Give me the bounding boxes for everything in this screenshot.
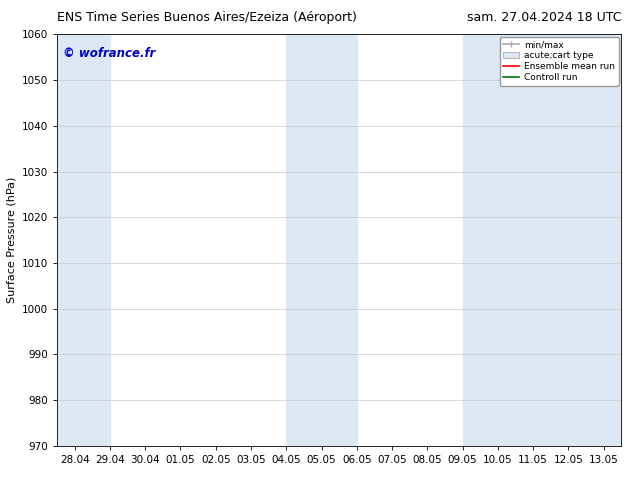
Y-axis label: Surface Pressure (hPa): Surface Pressure (hPa)	[6, 177, 16, 303]
Text: © wofrance.fr: © wofrance.fr	[63, 47, 155, 60]
Bar	[287, 34, 357, 446]
Title: ENS Time Series Buenos Aires/Ezeiza (Aéroport)          sam. 27.04.2024 18 UTC: ENS Time Series Buenos Aires/Ezeiza (Aér…	[0, 489, 1, 490]
Legend: min/max, acute;cart type, Ensemble mean run, Controll run: min/max, acute;cart type, Ensemble mean …	[500, 37, 619, 86]
Bar	[57, 34, 110, 446]
Bar	[463, 34, 621, 446]
Text: sam. 27.04.2024 18 UTC: sam. 27.04.2024 18 UTC	[467, 11, 621, 24]
Text: ENS Time Series Buenos Aires/Ezeiza (Aéroport): ENS Time Series Buenos Aires/Ezeiza (Aér…	[57, 11, 357, 24]
